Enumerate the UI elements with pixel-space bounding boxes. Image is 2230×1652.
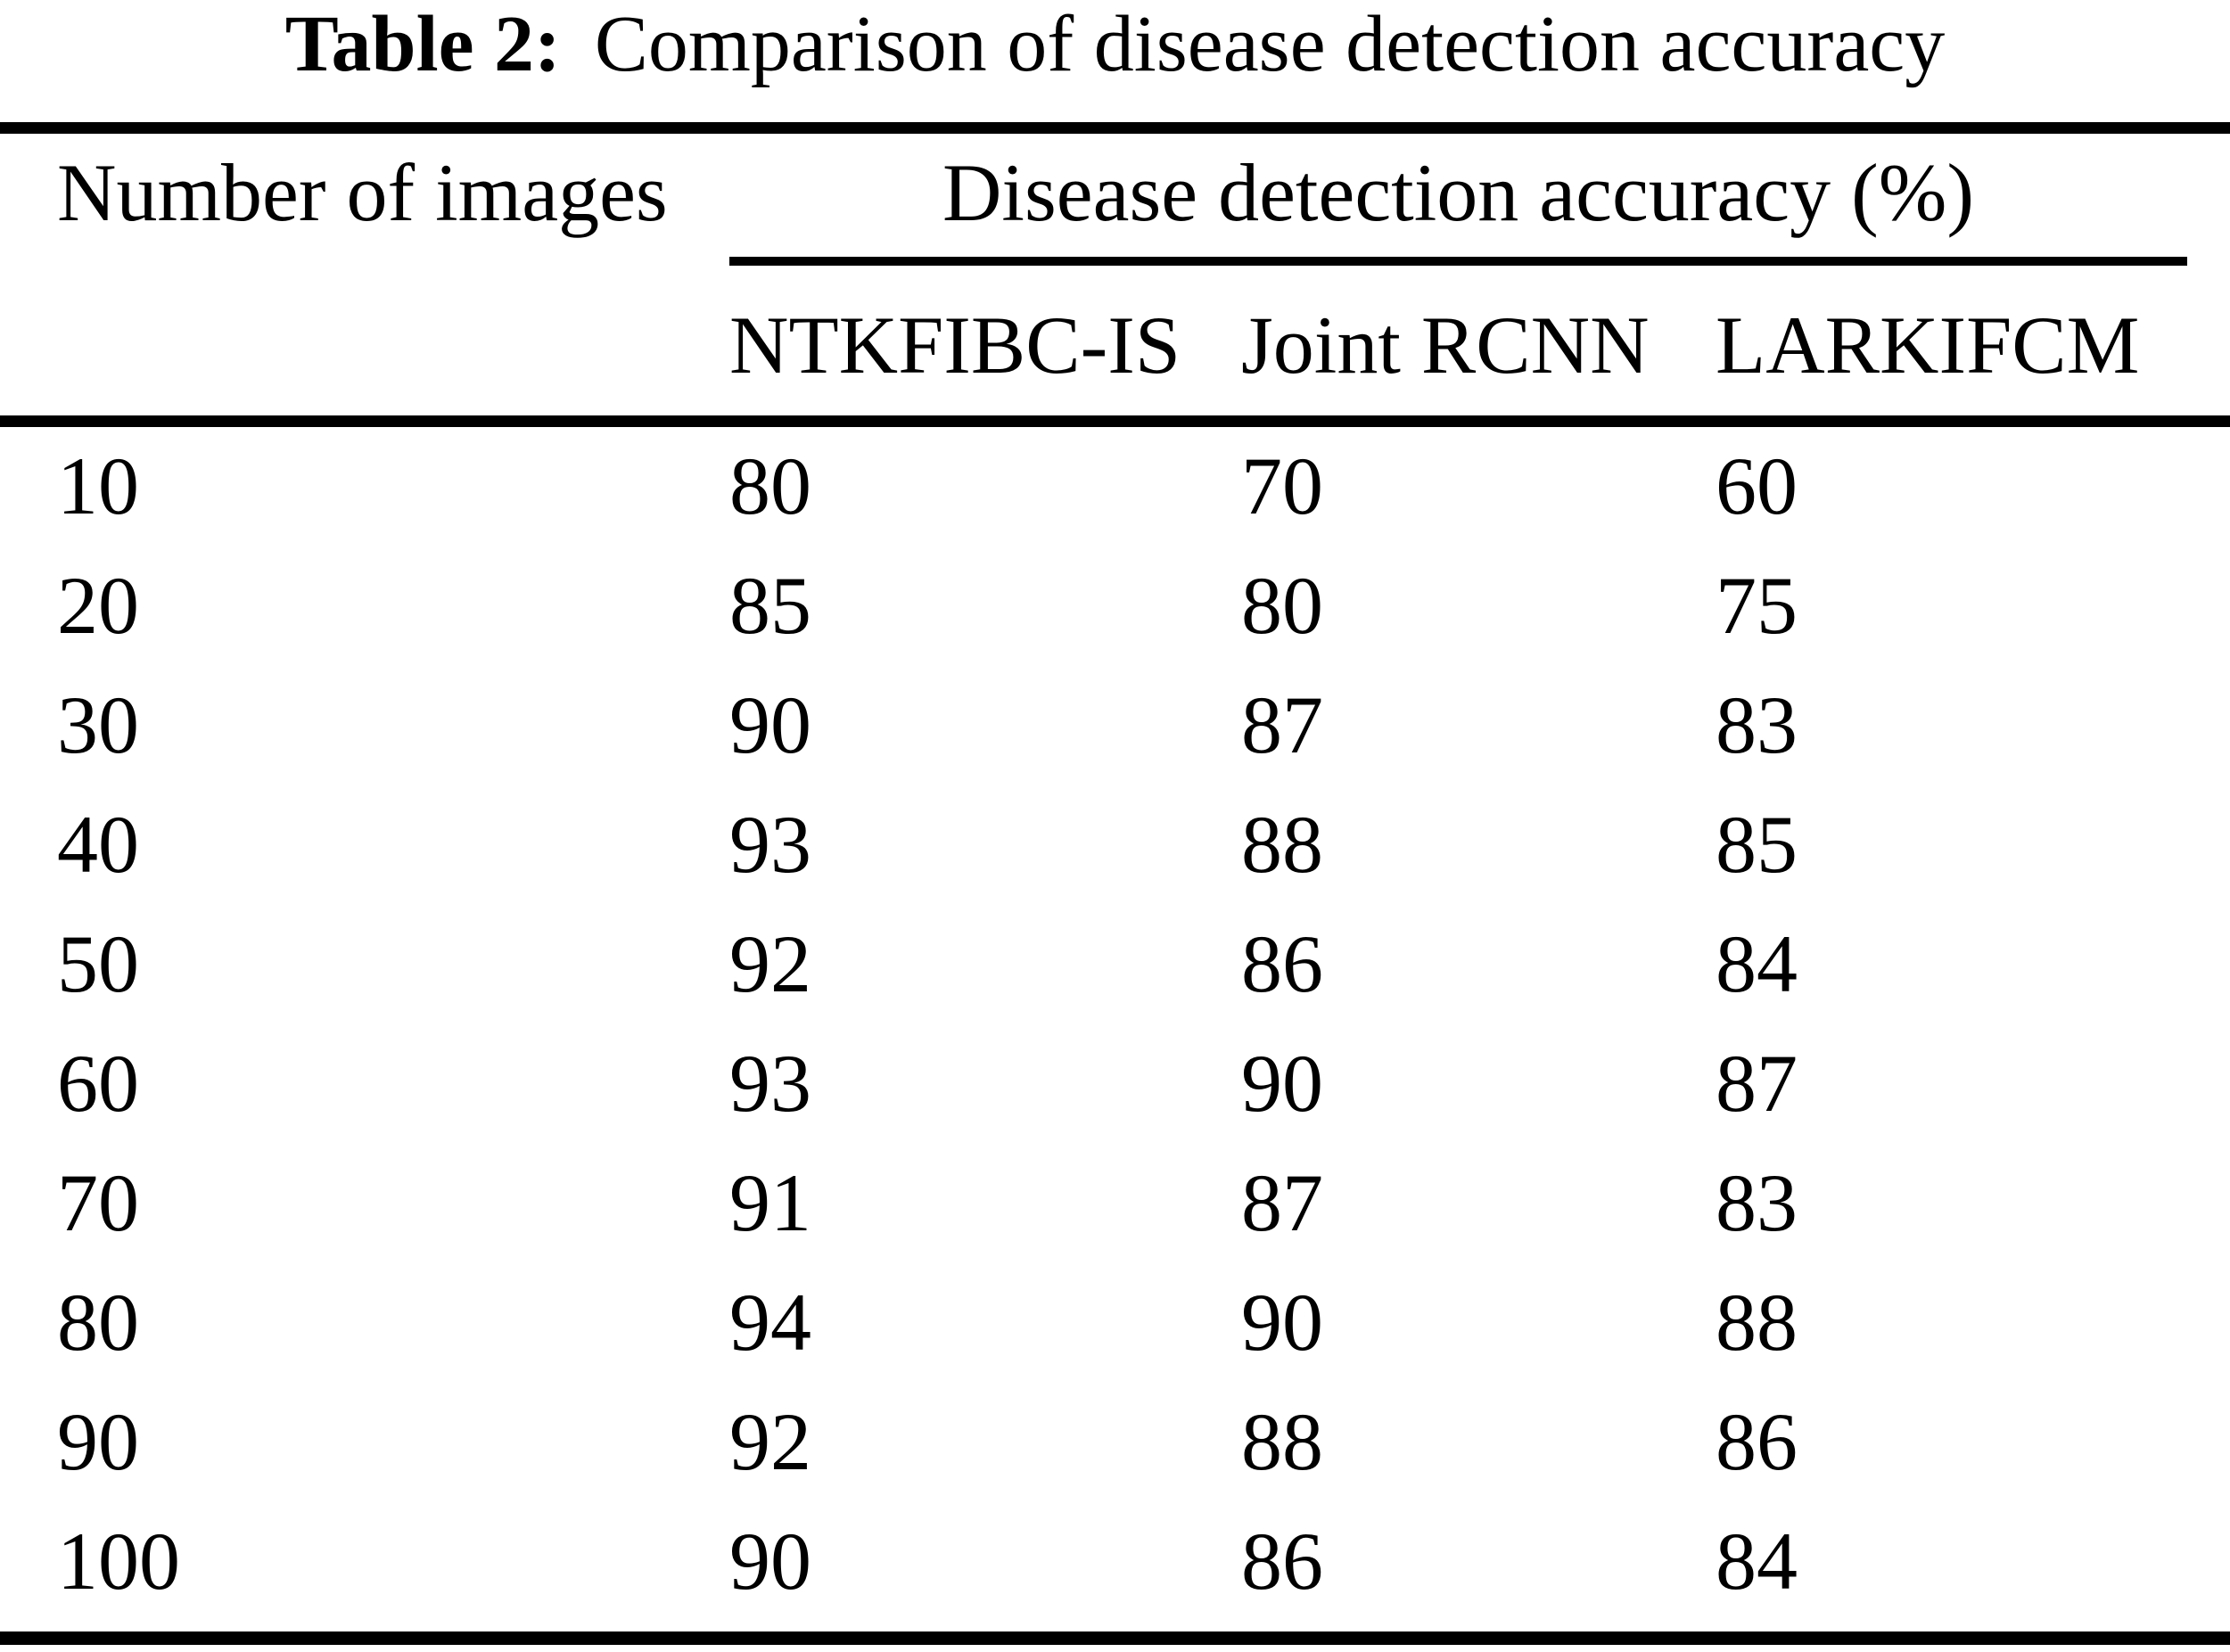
cell-number-of-images: 70: [57, 1157, 139, 1248]
cell-joint-rcnn: 86: [1241, 1516, 1323, 1607]
cell-larkifcm: 83: [1716, 1157, 1798, 1248]
cell-joint-rcnn: 88: [1241, 1396, 1323, 1487]
cell-ntkfibc-is: 90: [729, 679, 811, 770]
cell-joint-rcnn: 87: [1241, 1157, 1323, 1248]
cell-number-of-images: 60: [57, 1038, 139, 1129]
table-row: 50 92 86 84: [0, 904, 2230, 1023]
table-row: 30 90 87 83: [0, 665, 2230, 785]
cell-larkifcm: 75: [1716, 560, 1798, 651]
rule-top: [0, 122, 2230, 134]
rule-header-bottom: [0, 415, 2230, 427]
cell-joint-rcnn: 70: [1241, 440, 1323, 531]
table-caption-title: Comparison of disease detection accuracy: [594, 0, 1946, 88]
table-caption-number: Table 2:: [284, 0, 562, 88]
cell-ntkfibc-is: 90: [729, 1516, 811, 1607]
cell-ntkfibc-is: 91: [729, 1157, 811, 1248]
rule-bottom: [0, 1631, 2230, 1645]
column-header-ntkfibc-is: NTKFIBC-IS: [729, 300, 1181, 390]
cell-number-of-images: 90: [57, 1396, 139, 1487]
cell-joint-rcnn: 80: [1241, 560, 1323, 651]
cell-ntkfibc-is: 94: [729, 1277, 811, 1368]
cell-joint-rcnn: 87: [1241, 679, 1323, 770]
cell-number-of-images: 40: [57, 799, 139, 890]
table-row: 80 94 90 88: [0, 1262, 2230, 1382]
cell-larkifcm: 85: [1716, 799, 1798, 890]
cell-number-of-images: 10: [57, 440, 139, 531]
table-row: 40 93 88 85: [0, 785, 2230, 904]
table-row: 70 91 87 83: [0, 1143, 2230, 1262]
table-header-row-2: NTKFIBC-IS Joint RCNN LARKIFCM: [0, 292, 2230, 399]
cell-number-of-images: 30: [57, 679, 139, 770]
cell-larkifcm: 84: [1716, 918, 1798, 1009]
table-caption: Table 2: Comparison of disease detection …: [0, 0, 2230, 89]
cell-larkifcm: 88: [1716, 1277, 1798, 1368]
table-row: 90 92 88 86: [0, 1382, 2230, 1501]
table-header-row-1: Number of images Disease detection accur…: [0, 139, 2230, 246]
cell-larkifcm: 83: [1716, 679, 1798, 770]
rule-group-underline: [729, 257, 2187, 266]
cell-larkifcm: 86: [1716, 1396, 1798, 1487]
cell-ntkfibc-is: 93: [729, 1038, 811, 1129]
column-header-joint-rcnn: Joint RCNN: [1241, 300, 1650, 390]
cell-number-of-images: 100: [57, 1516, 180, 1607]
column-header-number-of-images: Number of images: [57, 147, 668, 238]
cell-number-of-images: 80: [57, 1277, 139, 1368]
cell-number-of-images: 50: [57, 918, 139, 1009]
table-row: 100 90 86 84: [0, 1501, 2230, 1621]
cell-larkifcm: 87: [1716, 1038, 1798, 1129]
cell-larkifcm: 60: [1716, 440, 1798, 531]
cell-ntkfibc-is: 80: [729, 440, 811, 531]
cell-ntkfibc-is: 92: [729, 918, 811, 1009]
table-row: 20 85 80 75: [0, 546, 2230, 665]
cell-joint-rcnn: 90: [1241, 1038, 1323, 1129]
column-header-larkifcm: LARKIFCM: [1716, 300, 2140, 390]
table-row: 60 93 90 87: [0, 1023, 2230, 1143]
cell-ntkfibc-is: 85: [729, 560, 811, 651]
cell-joint-rcnn: 90: [1241, 1277, 1323, 1368]
cell-number-of-images: 20: [57, 560, 139, 651]
cell-larkifcm: 84: [1716, 1516, 1798, 1607]
cell-ntkfibc-is: 93: [729, 799, 811, 890]
cell-ntkfibc-is: 92: [729, 1396, 811, 1487]
group-header-disease-detection-accuracy: Disease detection accuracy (%): [942, 147, 1974, 238]
table-body: 10 80 70 60 20 85 80 75 30 90 87 83 40 9…: [0, 426, 2230, 1621]
cell-joint-rcnn: 88: [1241, 799, 1323, 890]
cell-joint-rcnn: 86: [1241, 918, 1323, 1009]
table-row: 10 80 70 60: [0, 426, 2230, 546]
